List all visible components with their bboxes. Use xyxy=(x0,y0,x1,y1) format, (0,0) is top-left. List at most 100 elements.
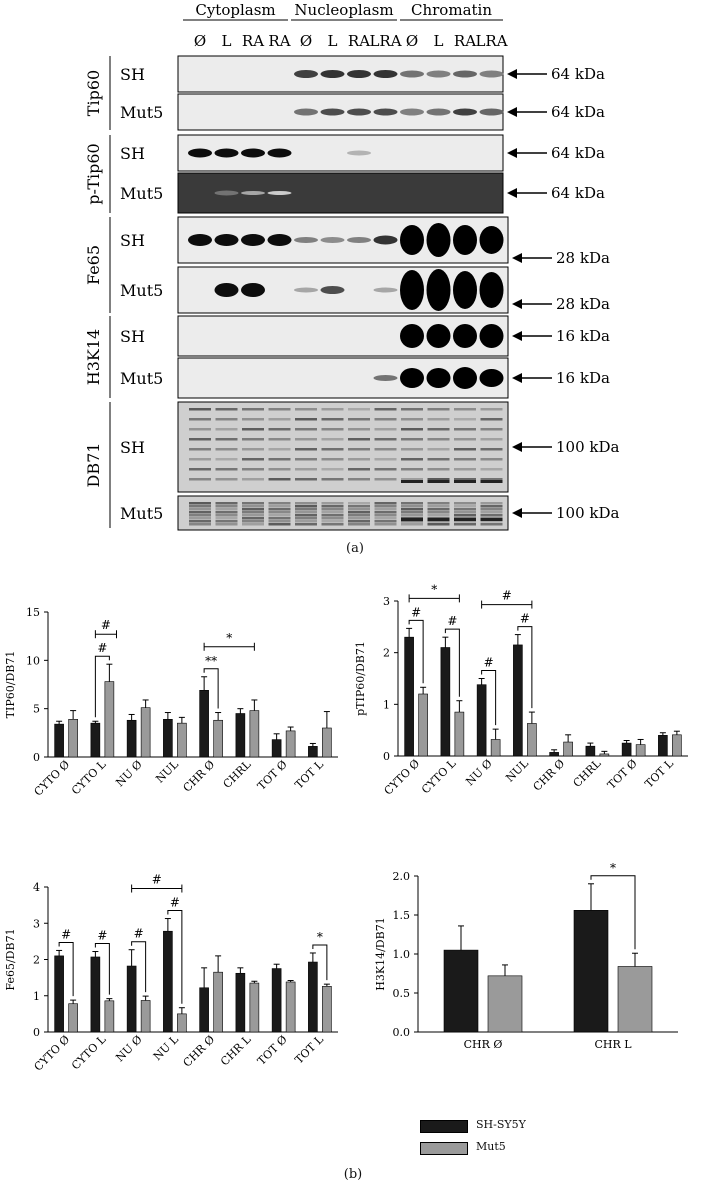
protein-band xyxy=(320,286,345,294)
lane-label: RA xyxy=(348,32,370,50)
significance-bracket xyxy=(203,668,219,709)
loading-stripe xyxy=(427,508,450,511)
significance-mark: # xyxy=(61,927,71,941)
loading-stripe xyxy=(480,480,503,483)
bar-mut5 xyxy=(285,730,296,758)
protein-band xyxy=(400,70,424,78)
significance-bracket xyxy=(94,655,110,718)
loading-stripe xyxy=(242,508,264,511)
loading-stripe xyxy=(454,458,476,461)
protein-band xyxy=(479,272,504,308)
x-tick-label: CYTO Ø xyxy=(32,758,73,799)
loading-stripe xyxy=(348,517,370,520)
loading-stripe xyxy=(215,520,238,523)
loading-stripe xyxy=(348,448,370,451)
loading-stripe xyxy=(454,438,476,441)
legend-swatch-sh xyxy=(420,1120,468,1133)
loading-stripe xyxy=(215,505,238,508)
bar-mut5 xyxy=(322,727,332,758)
loading-stripe xyxy=(454,514,476,517)
x-tick-label: TOT Ø xyxy=(255,1033,290,1068)
bar-mut5 xyxy=(68,1003,78,1033)
loading-stripe xyxy=(348,523,370,526)
bar-mut5 xyxy=(177,722,187,758)
protein-band xyxy=(373,235,398,245)
bar-sh-sy5y xyxy=(163,719,173,758)
loading-stripe xyxy=(374,502,397,505)
cell-line-label: SH xyxy=(120,438,145,457)
loading-stripe xyxy=(401,478,423,481)
bar-sh-sy5y xyxy=(54,955,64,1033)
protein-band xyxy=(347,150,371,156)
loading-stripe xyxy=(268,448,291,451)
loading-stripe xyxy=(480,438,503,441)
bar-sh-sy5y xyxy=(476,684,487,757)
protein-band xyxy=(347,108,371,116)
loading-stripe xyxy=(215,468,238,471)
bar-sh-sy5y xyxy=(658,735,668,757)
loading-stripe xyxy=(242,478,264,481)
loading-stripe xyxy=(427,523,450,526)
lane-label: L xyxy=(434,32,444,50)
y-tick-label: 1.5 xyxy=(393,909,411,922)
protein-label: Tip60 xyxy=(84,70,103,116)
loading-stripe xyxy=(427,502,450,505)
protein-band xyxy=(294,108,318,116)
loading-stripe xyxy=(348,511,370,514)
y-tick-label: 3 xyxy=(33,917,40,930)
loading-stripe xyxy=(242,468,264,471)
bar-sh-sy5y xyxy=(271,968,282,1033)
size-marker-label: 28 kDa xyxy=(556,249,610,267)
loading-stripe xyxy=(454,508,476,511)
loading-stripe xyxy=(215,517,238,520)
loading-stripe xyxy=(268,520,291,523)
loading-stripe xyxy=(295,438,317,441)
panel-a-caption: (a) xyxy=(346,541,364,556)
loading-stripe xyxy=(480,514,503,517)
loading-stripe xyxy=(427,511,450,514)
loading-stripe xyxy=(215,502,238,505)
x-tick-label: TOT L xyxy=(642,756,676,790)
loading-stripe xyxy=(321,505,344,508)
y-axis-label: H3K14/DB71 xyxy=(374,917,387,990)
x-tick-label: CYTO L xyxy=(69,757,109,797)
loading-stripe xyxy=(215,458,238,461)
y-tick-label: 15 xyxy=(26,606,40,619)
protein-band xyxy=(373,70,398,78)
significance-mark: # xyxy=(101,618,111,632)
loading-stripe xyxy=(480,418,503,421)
cell-line-label: Mut5 xyxy=(120,184,163,203)
bar-mut5 xyxy=(104,1000,115,1033)
size-marker-label: 100 kDa xyxy=(556,438,620,456)
bar-sh-sy5y xyxy=(163,930,173,1033)
bar-sh-sy5y xyxy=(90,956,101,1033)
loading-stripe xyxy=(374,478,397,481)
loading-stripe xyxy=(454,428,476,431)
loading-stripe xyxy=(480,511,503,514)
loading-stripe xyxy=(427,505,450,508)
y-tick-label: 0 xyxy=(33,1026,40,1039)
loading-stripe xyxy=(215,508,238,511)
loading-stripe xyxy=(374,511,397,514)
loading-stripe xyxy=(268,418,291,421)
marker-arrowhead xyxy=(512,508,522,518)
significance-mark: # xyxy=(447,614,457,628)
loading-stripe xyxy=(295,458,317,461)
loading-stripe xyxy=(268,508,291,511)
loading-stripe xyxy=(427,438,450,441)
y-tick-label: 2 xyxy=(383,647,390,660)
loading-stripe xyxy=(401,448,423,451)
loading-stripe xyxy=(268,438,291,441)
loading-stripe xyxy=(268,428,291,431)
loading-stripe xyxy=(480,520,503,523)
x-tick-label: CHR Ø xyxy=(464,1038,503,1051)
bar-mut5 xyxy=(140,1000,151,1033)
bar-sh-sy5y xyxy=(621,742,632,757)
loading-stripe xyxy=(454,478,476,481)
bar-chart: 0.0 0.5 1.0 1.5 2.0 H3K14/DB71 CHR Ø CHR L * xyxy=(374,861,678,1051)
loading-stripe xyxy=(189,505,211,508)
protein-band xyxy=(214,283,239,297)
protein-band xyxy=(426,223,451,257)
